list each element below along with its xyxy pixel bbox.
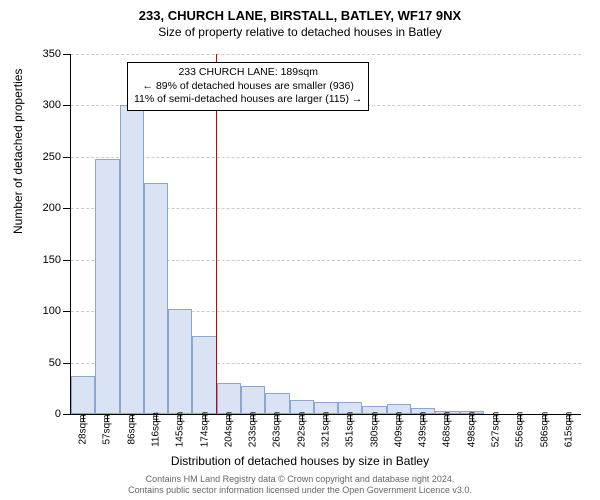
x-tick-label: 263sqm <box>272 412 283 448</box>
footer-license: Contains public sector information licen… <box>0 485 600 496</box>
y-tick-label: 200 <box>43 202 61 214</box>
y-tick <box>63 363 71 364</box>
y-tick-label: 300 <box>43 99 61 111</box>
chart-subtitle: Size of property relative to detached ho… <box>0 23 600 39</box>
chart-footer: Contains HM Land Registry data © Crown c… <box>0 474 600 496</box>
y-tick-label: 350 <box>43 48 61 60</box>
histogram-bar <box>120 105 144 414</box>
x-tick-label: 292sqm <box>296 412 307 448</box>
x-tick-label: 204sqm <box>223 412 234 448</box>
x-tick-label: 409sqm <box>393 412 404 448</box>
histogram-bar <box>217 383 241 414</box>
y-tick-label: 100 <box>43 305 61 317</box>
x-tick-label: 498sqm <box>466 412 477 448</box>
histogram-bar <box>168 309 192 414</box>
x-tick-label: 28sqm <box>78 414 89 444</box>
gridline <box>71 157 581 158</box>
footer-copyright: Contains HM Land Registry data © Crown c… <box>0 474 600 485</box>
x-tick-label: 380sqm <box>369 412 380 448</box>
y-tick <box>63 208 71 209</box>
y-tick <box>63 260 71 261</box>
x-tick-label: 57sqm <box>102 414 113 444</box>
x-tick-label: 468sqm <box>442 412 453 448</box>
annotation-line3: 11% of semi-detached houses are larger (… <box>134 93 362 107</box>
histogram-bar <box>192 336 216 414</box>
gridline <box>71 54 581 55</box>
y-tick <box>63 311 71 312</box>
y-tick <box>63 54 71 55</box>
x-axis-title: Distribution of detached houses by size … <box>0 454 600 468</box>
x-tick-label: 233sqm <box>248 412 259 448</box>
property-size-chart: 233, CHURCH LANE, BIRSTALL, BATLEY, WF17… <box>0 0 600 500</box>
histogram-bar <box>241 386 265 414</box>
annotation-box: 233 CHURCH LANE: 189sqm← 89% of detached… <box>127 62 369 111</box>
x-tick-label: 615sqm <box>563 412 574 448</box>
x-tick-label: 527sqm <box>491 412 502 448</box>
annotation-line1: 233 CHURCH LANE: 189sqm <box>134 66 362 80</box>
y-tick-label: 250 <box>43 151 61 163</box>
y-axis-title: Number of detached properties <box>11 69 25 234</box>
y-tick-label: 50 <box>49 357 61 369</box>
histogram-bar <box>144 183 168 414</box>
chart-title: 233, CHURCH LANE, BIRSTALL, BATLEY, WF17… <box>0 0 600 23</box>
x-tick-label: 586sqm <box>539 412 550 448</box>
y-tick <box>63 157 71 158</box>
plot-area: 05010015020025030035028sqm57sqm86sqm116s… <box>70 54 581 415</box>
y-tick-label: 0 <box>55 408 61 420</box>
y-tick-label: 150 <box>43 254 61 266</box>
x-tick-label: 556sqm <box>515 412 526 448</box>
x-tick-label: 351sqm <box>345 412 356 448</box>
histogram-bar <box>95 159 119 414</box>
x-tick-label: 321sqm <box>321 412 332 448</box>
histogram-bar <box>71 376 95 414</box>
y-tick <box>63 105 71 106</box>
x-tick-label: 145sqm <box>175 412 186 448</box>
y-tick <box>63 414 71 415</box>
x-tick-label: 86sqm <box>126 414 137 444</box>
x-tick-label: 439sqm <box>418 412 429 448</box>
x-tick-label: 116sqm <box>151 412 162 447</box>
x-tick-label: 174sqm <box>199 412 210 448</box>
annotation-line2: ← 89% of detached houses are smaller (93… <box>134 80 362 94</box>
